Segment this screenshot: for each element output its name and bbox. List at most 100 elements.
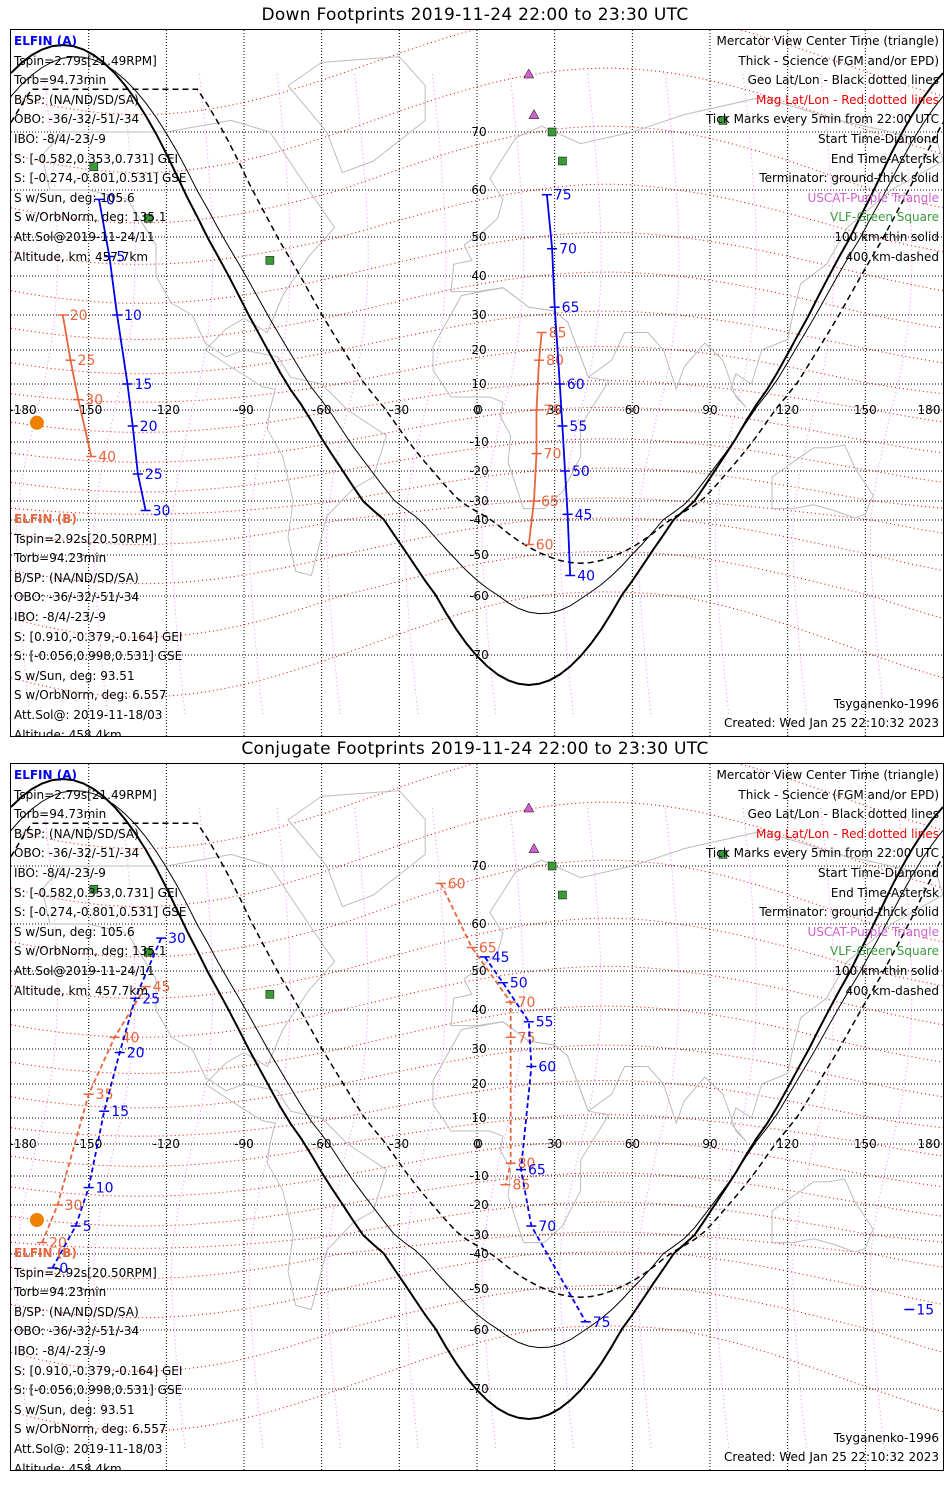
elfin-a-line: S: [-0.274,-0.801,0.531] GSE (14, 905, 187, 920)
track-tick-label: 60 (538, 1060, 556, 1076)
elfin-a-line: B/SP: (NA/ND/SD/SA) (14, 826, 139, 841)
lon-tick-label: -180 (11, 403, 37, 417)
elfin-a-line: S: [-0.582,0.353,0.731] GEI (14, 885, 179, 900)
track-tick-label: 20 (140, 419, 158, 435)
mag-lat-line (11, 231, 943, 304)
lat-tick-label: 70 (471, 125, 486, 139)
lat-tick-label: 0 (475, 403, 483, 417)
vlf-station-marker (143, 213, 153, 223)
track-tick-label: 5 (116, 250, 125, 266)
track-tick-label: 5 (83, 1219, 92, 1235)
elfin-b-info: ELFIN (B) Tspin=2.92s[20.50RPM] Torb=94.… (14, 510, 183, 736)
elfin-a-line: OBO: -36/-32/-51/-34 (14, 112, 140, 127)
track-tick-label: 75 (518, 1030, 536, 1046)
legend-item: Thick - Science (FGM and/or EPD) (738, 787, 939, 802)
elfin-a-track (484, 956, 587, 1323)
elfin-b-line: S w/OrbNorm, deg: 6.557 (14, 1422, 167, 1437)
mag-lat-line (11, 30, 943, 116)
elfin-b-line: Tspin=2.92s[20.50RPM] (14, 531, 157, 546)
track-tick-label: 25 (145, 467, 163, 483)
vlf-station-marker (265, 990, 275, 999)
elfin-b-line: OBO: -36/-32/-51/-34 (14, 1324, 140, 1339)
footer-right: Tsyganenko-1996 Created: Wed Jan 25 22:1… (724, 695, 939, 734)
elfin-a-line: IBO: -8/4/-23/-9 (14, 865, 106, 880)
coastline (287, 56, 426, 174)
elfin-b-line: S: [-0.056,0.998,0.531] GSE (14, 649, 183, 664)
lat-tick-label: 50 (471, 964, 486, 978)
vlf-station-marker (558, 890, 567, 900)
lon-tick-label: -120 (153, 403, 180, 417)
terminator-ground (11, 43, 943, 687)
elfin-b-info: ELFIN (B) Tspin=2.92s[20.50RPM] Torb=94.… (14, 1244, 183, 1471)
lat-tick-label: 60 (471, 183, 486, 197)
elfin-b-line: S w/Sun, deg: 93.51 (14, 668, 135, 683)
model-label: Tsyganenko-1996 (833, 1430, 939, 1445)
mag-lon-line (403, 807, 447, 1450)
elfin-b-line: S w/OrbNorm, deg: 6.557 (14, 688, 167, 703)
elfin-b-label: ELFIN (B) (14, 512, 77, 526)
mag-lon-line (636, 807, 680, 1450)
elfin-b-line: Tspin=2.92s[20.50RPM] (14, 1265, 157, 1280)
elfin-b-line: S: [-0.056,0.998,0.531] GSE (14, 1383, 183, 1398)
elfin-a-info: ELFIN (A) Tspin=2.79s[21.49RPM] Torb=94.… (14, 766, 187, 1001)
elfin-b-line: Altitude: 458.4km (14, 1461, 122, 1471)
lat-tick-label: 10 (471, 377, 486, 391)
lat-tick-label: 40 (471, 269, 486, 283)
track-tick-label: 10 (96, 1181, 114, 1197)
mag-lon-line (403, 73, 447, 716)
track-tick-label: 45 (153, 980, 171, 996)
elfin-a-line: S w/Sun, deg: 105.6 (14, 924, 135, 939)
track-tick-label: 15 (135, 377, 153, 393)
legend-item: Thick - Science (FGM and/or EPD) (738, 53, 939, 68)
terminator-100km (11, 56, 943, 615)
elfin-b-line: B/SP: (NA/ND/SD/SA) (14, 1304, 139, 1319)
track-tick-label: 50 (572, 464, 590, 480)
elfin-b-line: S w/Sun, deg: 93.51 (14, 1402, 135, 1417)
lon-tick-label: -60 (312, 403, 332, 417)
elfin-a-line: B/SP: (NA/ND/SD/SA) (14, 92, 139, 107)
legend-item: Mercator View Center Time (triangle) (716, 34, 939, 48)
track-tick-label: 65 (562, 300, 580, 316)
track-tick-label: 20 (127, 1046, 145, 1062)
vlf-station-marker (558, 156, 567, 166)
track-tick-label: 15 (916, 1303, 934, 1319)
track-tick-label: 70 (544, 447, 562, 463)
legend-item: 100 km-thin solid (834, 229, 939, 244)
lat-tick-label: -40 (469, 1247, 489, 1261)
uscat-station-marker (528, 109, 540, 119)
mag-lon-line (481, 73, 525, 716)
lat-tick-label: -10 (469, 1169, 489, 1183)
elfin-b-line: IBO: -8/4/-23/-9 (14, 1343, 106, 1358)
elfin-a-line: S w/OrbNorm, deg: 135.1 (14, 210, 167, 225)
track-tick-label: 30 (85, 393, 103, 409)
coastline (450, 830, 943, 1142)
track-tick-label: 0 (59, 1261, 68, 1277)
track-tick-label: 20 (70, 308, 88, 324)
track-tick-label: 60 (536, 538, 554, 554)
track-tick-label: 85 (512, 1178, 530, 1194)
track-tick-label: 85 (549, 326, 567, 342)
footer-right: Tsyganenko-1996 Created: Wed Jan 25 22:1… (724, 1429, 939, 1468)
lat-tick-label: -30 (469, 494, 489, 508)
lon-tick-label: -30 (390, 403, 410, 417)
coastline (771, 1178, 874, 1253)
lat-tick-label: -60 (469, 589, 489, 603)
elfin-b-label: ELFIN (B) (14, 1246, 77, 1260)
sun-icon (29, 1213, 44, 1227)
track-tick-label: 10 (124, 308, 142, 324)
lat-tick-label: 50 (471, 230, 486, 244)
elfin-b-track (439, 883, 512, 1185)
legend-item: Start Time-Diamond (817, 131, 939, 146)
legend-item: 100 km-thin solid (834, 963, 939, 978)
created-label: Created: Wed Jan 25 22:10:32 2023 (724, 1450, 939, 1465)
legend-item: Mercator View Center Time (triangle) (716, 768, 939, 782)
elfin-a-info: ELFIN (A) Tspin=2.79s[21.49RPM] Torb=94.… (14, 32, 187, 267)
coastline (41, 853, 387, 1311)
lon-tick-label: -90 (234, 403, 254, 417)
vlf-station-marker (143, 947, 153, 957)
legend-item: Terminator: ground-thick solid (759, 171, 939, 186)
elfin-a-line: Tspin=2.79s[21.49RPM] (14, 787, 157, 802)
terminator-100km (11, 790, 943, 1349)
track-tick-label: 65 (479, 941, 497, 957)
lon-tick-label: 30 (547, 403, 562, 417)
